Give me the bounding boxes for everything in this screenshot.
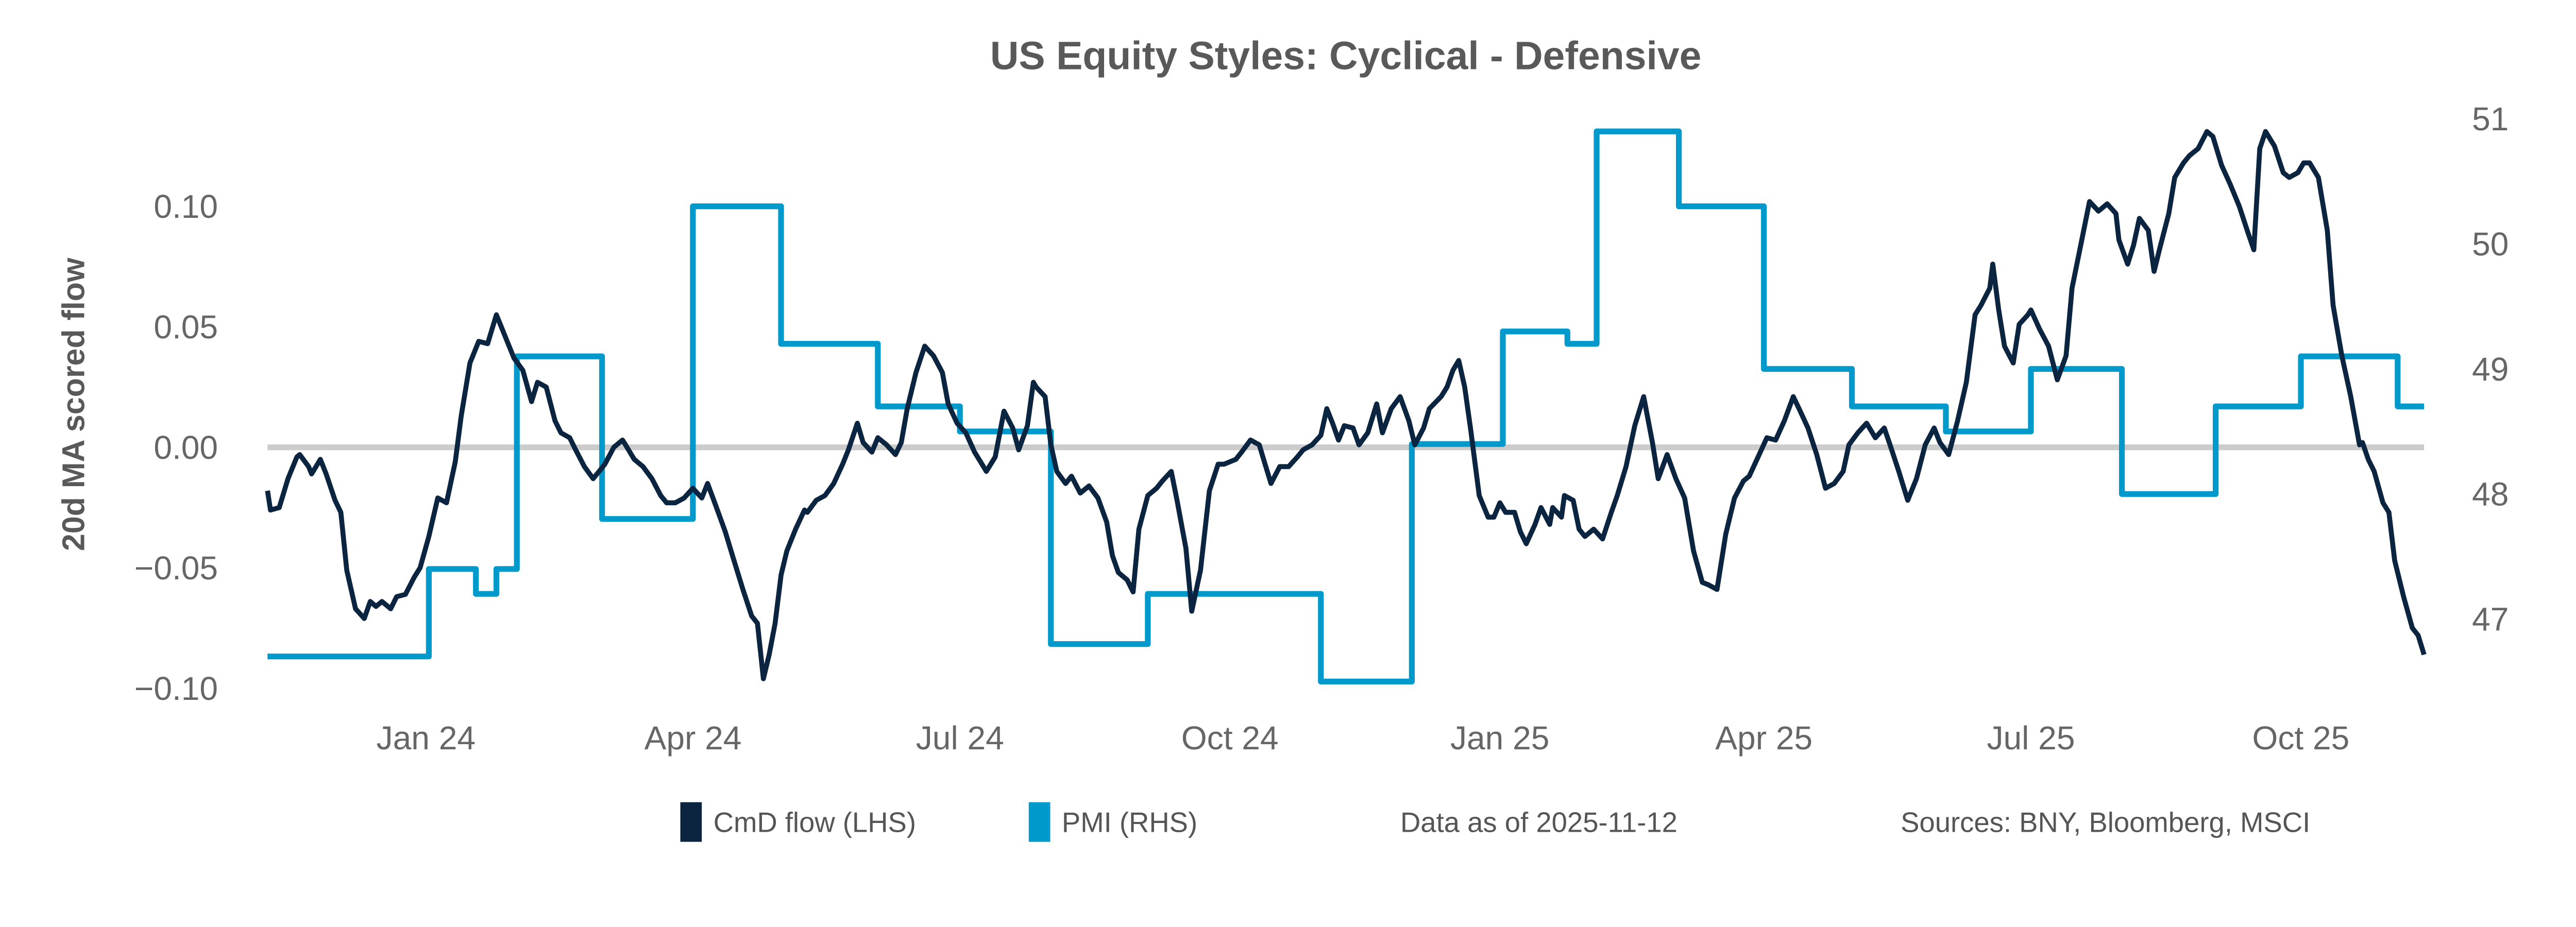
sources-note: Sources: BNY, Bloomberg, MSCI [1901,806,2310,838]
y-right-tick-label: 49 [2472,351,2509,388]
y-axis-left: 0.10 0.05 0.00 −0.05 −0.10 [134,188,218,707]
legend: CmD flow (LHS) PMI (RHS) Data as of 2025… [680,802,2310,842]
x-tick-label: Jan 24 [377,719,476,757]
legend-label-pmi: PMI (RHS) [1062,806,1197,838]
x-tick-label: Oct 24 [1181,719,1279,757]
legend-swatch-cmd-flow [680,802,702,842]
x-tick-label: Jul 24 [916,719,1004,757]
y-right-tick-label: 47 [2472,600,2509,638]
series-line-pmi [267,128,2425,684]
x-tick-label: Apr 24 [645,719,742,757]
x-tick-label: Jul 25 [1987,719,2075,757]
legend-swatch-pmi [1028,802,1050,842]
chart: US Equity Styles: Cyclical - Defensive 2… [56,34,2509,842]
y-left-tick-label: 0.00 [154,429,218,466]
y-right-tick-label: 51 [2472,100,2509,138]
data-as-of-note: Data as of 2025-11-12 [1400,806,1677,838]
y-right-tick-label: 50 [2472,226,2509,263]
legend-label-cmd-flow: CmD flow (LHS) [714,806,916,838]
y-axis-left-label: 20d MA scored flow [56,258,91,551]
y-right-tick-label: 48 [2472,476,2509,513]
y-left-tick-label: 0.10 [154,188,218,225]
y-left-tick-label: −0.10 [134,670,218,707]
x-tick-label: Jan 25 [1450,719,1549,757]
x-axis: Jan 24 Apr 24 Jul 24 Oct 24 Jan 25 Apr 25 Jul … [377,719,2350,757]
plot-area [265,128,2427,684]
chart-title: US Equity Styles: Cyclical - Defensive [990,34,1702,78]
series-line-cmd-flow [265,129,2427,681]
y-axis-right: 51 50 49 48 47 [2472,100,2509,638]
x-tick-label: Oct 25 [2252,719,2350,757]
y-left-tick-label: 0.05 [154,308,218,346]
x-tick-label: Apr 25 [1715,719,1812,757]
y-left-tick-label: −0.05 [134,550,218,587]
